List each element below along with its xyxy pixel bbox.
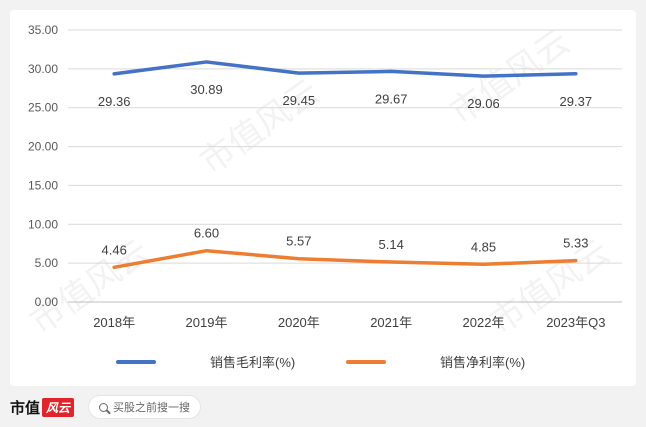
data-label: 5.57 xyxy=(286,234,311,249)
x-axis: 2018年 2019年 2020年 2021年 2022年 2023年Q3 xyxy=(93,315,605,330)
y-tick-label: 0.00 xyxy=(35,295,59,309)
legend: 销售毛利率(%) 销售净利率(%) xyxy=(116,355,525,370)
x-tick-label: 2018年 xyxy=(93,315,135,330)
data-label: 5.33 xyxy=(563,236,588,251)
y-tick-label: 10.00 xyxy=(28,217,58,231)
y-tick-label: 20.00 xyxy=(28,140,58,154)
legend-label: 销售净利率(%) xyxy=(440,355,525,370)
data-label: 5.14 xyxy=(379,237,404,252)
data-label: 29.37 xyxy=(560,94,593,109)
x-tick-label: 2021年 xyxy=(370,315,412,330)
line-chart: 0.00 5.00 10.00 15.00 20.00 25.00 30.00 35.00 2… xyxy=(28,23,622,370)
search-placeholder: 买股之前搜一搜 xyxy=(113,402,191,414)
data-label: 30.89 xyxy=(190,82,223,97)
data-label: 4.85 xyxy=(471,239,496,254)
y-tick-label: 15.00 xyxy=(28,178,58,192)
x-tick-label: 2022年 xyxy=(463,315,505,330)
data-label: 6.60 xyxy=(194,226,219,241)
x-tick-label: 2020年 xyxy=(278,315,320,330)
y-tick-label: 30.00 xyxy=(28,62,58,76)
brand-logo[interactable]: 市值 风云 xyxy=(10,397,75,418)
brand-mark: 风云 xyxy=(42,397,75,417)
data-label: 29.06 xyxy=(467,96,500,111)
data-label: 29.45 xyxy=(283,93,316,108)
x-tick-label: 2019年 xyxy=(186,315,228,330)
data-label: 4.46 xyxy=(102,242,127,257)
search-icon xyxy=(99,402,109,412)
footer-bar: 市值 风云 买股之前搜一搜 xyxy=(10,392,636,422)
search-box[interactable]: 买股之前搜一搜 xyxy=(88,395,202,419)
y-axis: 0.00 5.00 10.00 15.00 20.00 25.00 30.00 35.00 xyxy=(28,23,58,309)
chart-card: 市值风云 市值风云 市值风云 市值风云 0.00 5.00 10.00 15.00 20… xyxy=(10,10,636,386)
series-line-1 xyxy=(112,248,578,270)
data-label: 29.67 xyxy=(375,91,408,106)
y-tick-label: 25.00 xyxy=(28,101,58,115)
y-tick-label: 5.00 xyxy=(35,256,59,270)
series-lines xyxy=(112,60,578,270)
brand-text: 市值 xyxy=(10,398,41,417)
legend-label: 销售毛利率(%) xyxy=(210,355,295,370)
series-line-0 xyxy=(112,60,578,78)
y-tick-label: 35.00 xyxy=(28,23,58,37)
x-tick-label: 2023年Q3 xyxy=(546,315,605,330)
data-label: 29.36 xyxy=(98,94,131,109)
data-labels: 29.36 30.89 29.45 29.67 29.06 29.37 4.46 6.60 5.… xyxy=(98,82,592,257)
